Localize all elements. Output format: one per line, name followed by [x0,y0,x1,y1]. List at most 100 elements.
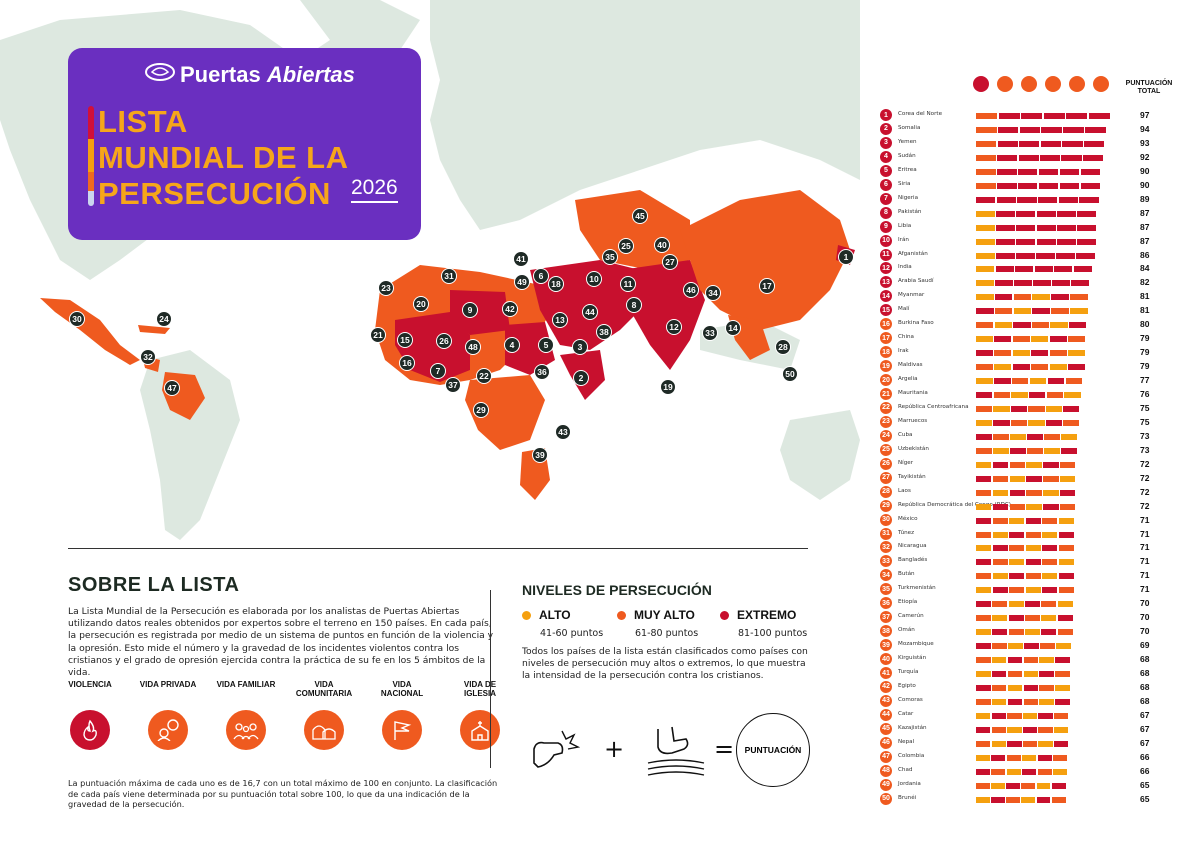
map-marker-35: 35 [602,249,618,265]
rank-number: 5 [880,164,892,177]
score-bar-segment [1040,154,1061,161]
score-bar-segment [1040,140,1062,147]
score-bar-segment [1029,378,1047,385]
score-bar-segment [993,392,1011,398]
score-bar [976,740,1069,747]
rank-number: 11 [880,248,892,261]
rank-number: 50 [880,792,892,805]
score-bar-segment [992,531,1008,538]
country-name: Laos [898,487,911,494]
map-marker-20: 20 [413,296,429,312]
score-bar-segment [1023,698,1039,705]
country-name: Sudán [898,152,916,159]
ranking-row: 39 Mozambique 69 [880,639,1170,652]
score-bar-segment [1029,392,1046,398]
score-bar-segment [1043,489,1059,496]
score-bar-segment [1022,726,1038,733]
score-bar-segment [1009,475,1025,482]
score-bar-segment [1059,182,1080,189]
map-marker-41: 41 [513,251,529,267]
score-bar-segment [976,308,994,315]
score-bar [976,517,1074,524]
country-name: Siria [898,180,911,187]
score-bar-segment [1042,517,1058,524]
score-bar-segment [994,350,1012,357]
score-bar-segment [998,113,1020,119]
oppression-hand-icon [647,726,705,776]
score-bar-segment [1024,601,1040,608]
score-bar-segment [976,168,996,175]
score-bar [976,573,1074,580]
map-marker-28: 28 [775,339,791,355]
rank-number: 37 [880,611,892,624]
country-name: Mauritania [898,390,928,396]
total-score: 72 [1140,472,1150,483]
score-bar-segment [1052,754,1068,761]
ranking-row: 47 Colombia 66 [880,750,1170,764]
total-score: 93 [1140,137,1150,148]
country-name: Afganistán [898,250,928,257]
score-bar-segment [1026,503,1042,510]
score-bar-segment [1012,364,1030,371]
total-score: 70 [1140,598,1150,609]
score-bar-segment [1054,726,1069,733]
rank-number: 30 [880,513,892,526]
score-bar-segment [997,126,1019,133]
country-name: México [898,515,918,522]
score-bar-segment [976,294,994,301]
area-church-life: VIDA DE IGLESIA [450,680,510,750]
score-bar-segment [1070,308,1088,315]
country-name: Jordania [898,780,921,787]
rank-number: 27 [880,471,892,484]
ranking-row: 41 Turquía 68 [880,667,1170,680]
score-bar-segment [976,531,992,538]
map-marker-19: 19 [660,379,676,395]
total-score: 67 [1140,737,1150,748]
country-name: República Centroafricana [898,403,969,410]
area-violence: VIOLENCIA [60,680,120,750]
brand-name: Puertas Abiertas [180,62,355,87]
map-marker-2: 2 [573,370,589,386]
map-marker-33: 33 [702,325,718,341]
map-marker-7: 7 [430,363,446,379]
score-bar-segment [1006,754,1021,761]
ranking-row: 35 Turkmenistán 71 [880,583,1170,596]
total-score: 68 [1140,681,1150,692]
country-name: Pakistán [898,208,922,215]
score-bar-segment [1012,336,1030,343]
total-score: 89 [1140,193,1150,204]
rank-number: 35 [880,583,892,596]
region-libya-extreme [450,290,510,335]
score-bar-segment [1047,378,1065,385]
score-bar-segment [991,782,1006,789]
score-bar-segment [992,517,1008,524]
map-marker-21: 21 [370,327,386,343]
rank-number: 29 [880,499,892,512]
map-marker-4: 4 [504,337,520,353]
ranking-row: 5 Eritrea 90 [880,164,1170,178]
score-bar [976,378,1083,385]
title-line-3: PERSECUCIÓN [98,176,331,211]
score-bar-segment [1066,113,1088,119]
title-line-2: MUNDIAL DE LA [98,140,349,175]
country-name: Omán [898,627,915,634]
score-bar-segment [1058,545,1074,552]
ranking-row: 38 Omán 70 [880,625,1170,638]
score-bar-segment [1006,768,1021,775]
score-bar-segment [1016,224,1036,231]
ranking-row: 36 Etiopía 70 [880,597,1170,610]
score-bar-segment [991,740,1006,747]
score-bar-segment [1082,154,1103,161]
ranking-row: 31 Túnez 71 [880,527,1170,541]
country-name: Tayikistán [898,473,926,480]
score-bar-segment [1058,517,1074,524]
map-marker-27: 27 [662,254,678,270]
map-marker-17: 17 [759,278,775,294]
map-marker-36: 36 [534,364,550,380]
rank-number: 41 [880,667,892,679]
level-high-dot [522,610,531,620]
score-bar [976,182,1101,189]
map-marker-31: 31 [441,268,457,284]
total-score: 71 [1140,542,1150,553]
country-name: Bután [898,571,915,578]
